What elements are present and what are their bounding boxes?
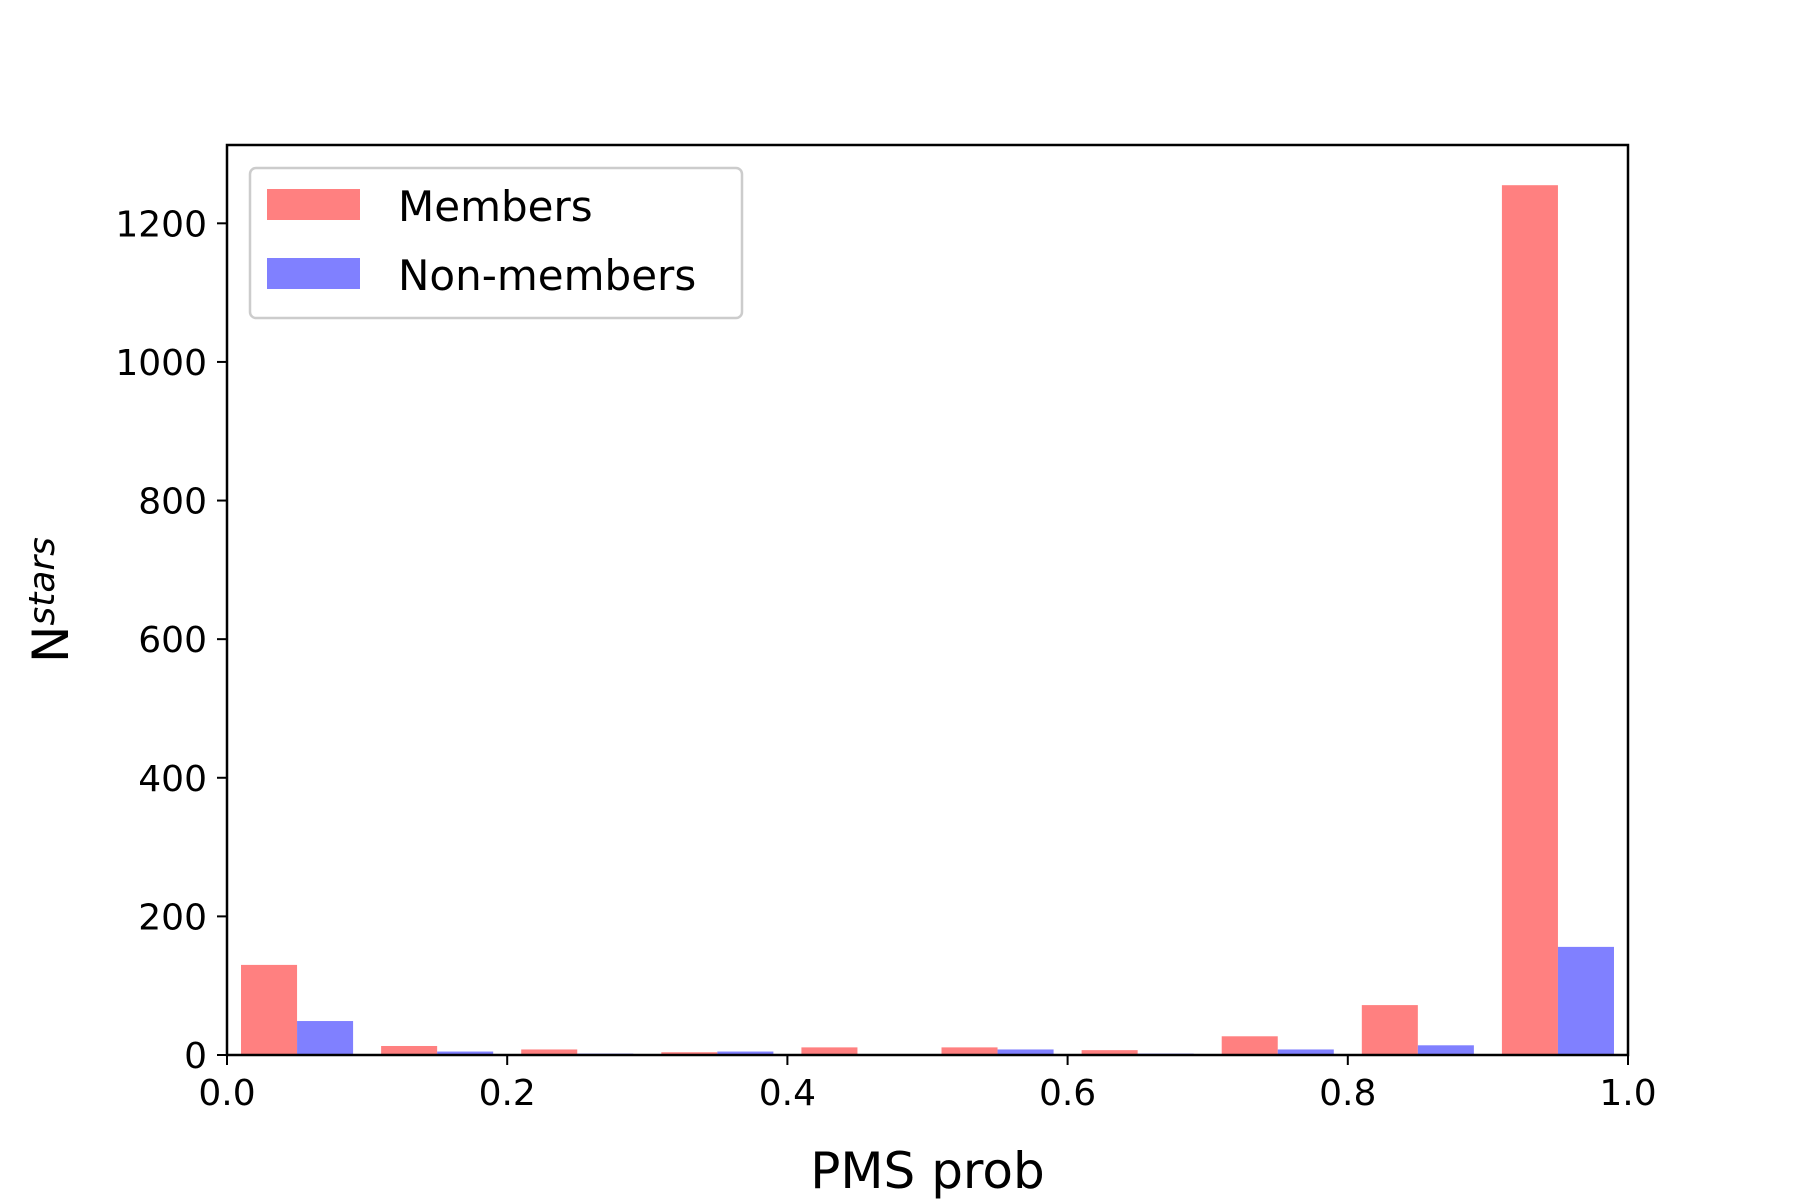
y-tick-label: 600: [138, 620, 207, 661]
bar-non-members-bin-9: [1557, 946, 1614, 1055]
legend-swatch-members: [267, 189, 360, 220]
bar-members-bin-9: [1501, 185, 1558, 1056]
x-tick-label: 0.0: [198, 1073, 255, 1114]
y-tick-label: 200: [138, 897, 207, 938]
bar-non-members-bin-1: [437, 1051, 494, 1055]
x-axis-title: PMS prob: [810, 1142, 1044, 1200]
y-axis-title: Nstars: [22, 537, 80, 663]
bar-non-members-bin-5: [997, 1049, 1054, 1055]
plot-area-frame: [225, 143, 1630, 1057]
legend-label-non-members: Non-members: [398, 251, 696, 300]
y-axis-ticks: 0 200 400 600 800 1000 1200: [115, 204, 227, 1077]
legend-box: [248, 166, 744, 320]
x-tick-label: 1.0: [1599, 1073, 1656, 1114]
bar-members-bin-7: [1221, 1036, 1278, 1055]
legend-swatch-non-members: [267, 258, 360, 289]
bar-non-members-bin-3: [717, 1051, 774, 1055]
y-tick-label: 0: [184, 1036, 207, 1077]
y-tick-label: 1200: [115, 204, 207, 245]
bar-non-members-bin-8: [1417, 1045, 1474, 1055]
bar-members-bin-0: [241, 964, 298, 1055]
legend-label-members: Members: [398, 182, 593, 231]
bar-members-bin-6: [1081, 1050, 1138, 1055]
bar-members-bin-2: [521, 1049, 578, 1055]
y-tick-label: 800: [138, 482, 207, 523]
bar-non-members-bin-0: [297, 1021, 354, 1055]
bars-layer: [241, 185, 1614, 1056]
x-tick-label: 0.2: [479, 1073, 536, 1114]
y-axis-title-main: N: [22, 626, 80, 663]
y-tick-label: 1000: [115, 343, 207, 384]
bar-members-bin-4: [801, 1047, 858, 1055]
y-axis-title-subscript: stars: [22, 537, 63, 626]
x-tick-label: 0.6: [1039, 1073, 1096, 1114]
bar-members-bin-1: [381, 1045, 438, 1055]
y-tick-label: 400: [138, 759, 207, 800]
x-axis-ticks: 0.0 0.2 0.4 0.6 0.8 1.0: [198, 1055, 1657, 1114]
bar-members-bin-5: [941, 1047, 998, 1055]
bar-members-bin-8: [1361, 1005, 1418, 1055]
bar-members-bin-3: [661, 1052, 718, 1055]
x-tick-label: 0.8: [1319, 1073, 1376, 1114]
legend: Members Non-members: [248, 166, 744, 320]
bar-non-members-bin-7: [1277, 1049, 1334, 1055]
x-tick-label: 0.4: [759, 1073, 816, 1114]
